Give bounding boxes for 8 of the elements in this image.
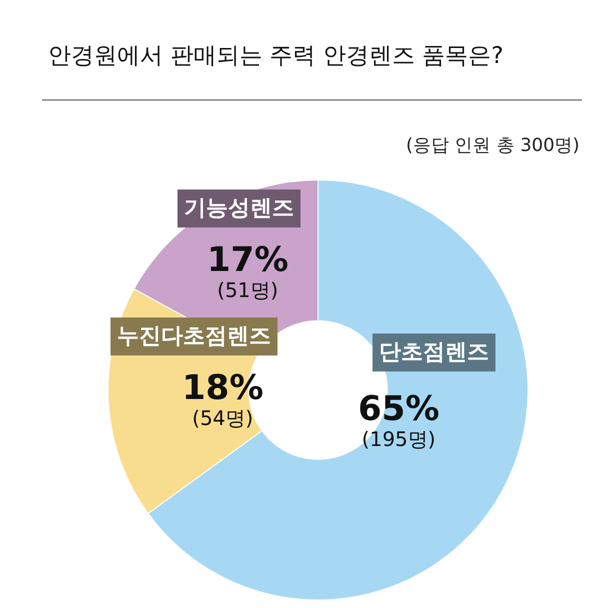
data-label: 65% (195명) [358, 389, 440, 451]
chart-title: 안경원에서 판매되는 주력 안경렌즈 품목은? [48, 43, 504, 70]
data-label: 18% (54명) [182, 368, 264, 430]
slice-label: 기능성렌즈 [184, 196, 294, 221]
data-label: 17% (51명) [207, 240, 288, 302]
slice-label: 단초점렌즈 [379, 340, 489, 365]
chart-subtitle: (응답 인원 총 300명) [406, 135, 580, 156]
slice-label: 누진다초점렌즈 [117, 324, 271, 349]
